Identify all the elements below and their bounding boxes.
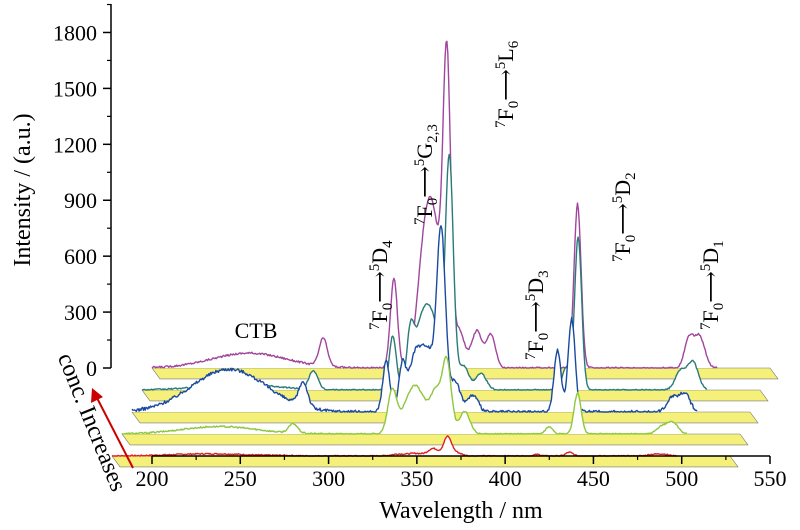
annotation-l6: 7F0⟶5L6 <box>493 40 522 128</box>
annotation-d3: 7F0⟶5D3 <box>523 270 552 360</box>
x-tick-label: 250 <box>224 466 257 491</box>
y-tick-label: 1800 <box>53 20 97 45</box>
transition-annotations: CTB 7F0⟶5D4 7F0⟶5G2,3 7F0⟶5L6 7F0⟶5D3 7F0⟶5D2… <box>235 40 727 360</box>
y-ticks: 0 300 600 900 1200 1500 1800 <box>53 3 111 381</box>
x-tick-label: 200 <box>136 466 169 491</box>
series-fill <box>122 356 687 434</box>
y-tick-label: 600 <box>64 244 97 269</box>
series-line <box>151 40 718 369</box>
y-tick-label: 1200 <box>53 132 97 157</box>
series-line <box>131 225 698 413</box>
annotation-d4: 7F0⟶5D4 <box>367 240 396 330</box>
y-axis: 0 300 600 900 1200 1500 1800 Intensity / (a.u.… <box>10 3 112 381</box>
x-axis: 200 250 300 350 400 450 500 550 Wavelength / nm <box>136 455 787 524</box>
y-tick-label: 1500 <box>53 76 97 101</box>
annotation-g23: 7F0⟶5G2,3 <box>412 124 441 225</box>
x-tick-label: 550 <box>754 466 787 491</box>
spectra-series <box>111 40 718 457</box>
x-tick-label: 450 <box>577 466 610 491</box>
y-axis-title: Intensity / (a.u.) <box>10 113 36 266</box>
series-line <box>121 355 687 435</box>
x-tick-label: 300 <box>312 466 345 491</box>
depth-plane <box>121 433 749 446</box>
series-fill <box>142 154 707 390</box>
annotation-ctb: CTB <box>235 318 278 343</box>
y-tick-label: 0 <box>86 356 97 381</box>
y-tick-label: 300 <box>64 300 97 325</box>
depth-arrowhead <box>91 388 103 403</box>
x-tick-label: 350 <box>400 466 433 491</box>
x-ticks: 200 250 300 350 400 450 500 550 <box>136 456 787 491</box>
depth-arrow <box>95 395 134 469</box>
annotation-d2: 7F0⟶5D2 <box>610 172 639 262</box>
y-tick-label: 900 <box>64 188 97 213</box>
x-axis-title: Wavelength / nm <box>379 498 543 524</box>
annotation-d1: 7F0⟶5D1 <box>698 240 727 330</box>
x-tick-label: 400 <box>489 466 522 491</box>
x-tick-label: 500 <box>665 466 698 491</box>
series-fill <box>132 225 697 412</box>
